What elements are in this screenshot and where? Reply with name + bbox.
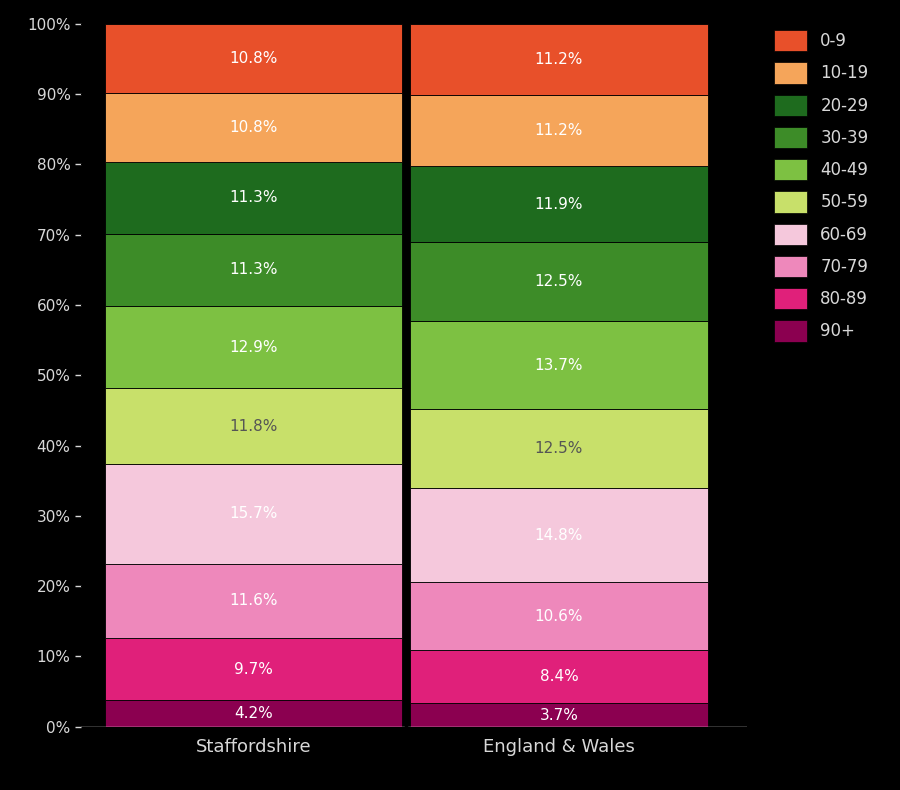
Text: 8.4%: 8.4% bbox=[540, 669, 579, 684]
Text: 3.7%: 3.7% bbox=[539, 708, 579, 723]
Bar bbox=[410, 24, 707, 95]
Bar bbox=[104, 700, 402, 727]
Bar bbox=[410, 166, 707, 242]
Bar bbox=[104, 162, 402, 234]
Text: 11.9%: 11.9% bbox=[535, 197, 583, 212]
Text: 12.5%: 12.5% bbox=[535, 274, 583, 289]
Text: 12.5%: 12.5% bbox=[535, 441, 583, 456]
Text: 13.7%: 13.7% bbox=[535, 358, 583, 373]
Bar bbox=[104, 638, 402, 700]
Bar bbox=[410, 408, 707, 488]
Text: 11.2%: 11.2% bbox=[535, 123, 583, 138]
Text: 11.3%: 11.3% bbox=[230, 262, 277, 277]
Bar bbox=[104, 389, 402, 464]
Text: 11.3%: 11.3% bbox=[230, 190, 277, 205]
Bar bbox=[104, 24, 402, 92]
Text: 12.9%: 12.9% bbox=[230, 340, 277, 355]
Bar bbox=[104, 92, 402, 162]
Bar bbox=[410, 242, 707, 322]
Text: 15.7%: 15.7% bbox=[230, 506, 277, 521]
Bar bbox=[104, 306, 402, 389]
Bar bbox=[104, 234, 402, 306]
Text: 10.8%: 10.8% bbox=[230, 51, 277, 66]
Text: 14.8%: 14.8% bbox=[535, 528, 583, 543]
Text: 4.2%: 4.2% bbox=[234, 706, 273, 721]
Bar bbox=[410, 703, 707, 727]
Bar bbox=[104, 464, 402, 564]
Text: 10.8%: 10.8% bbox=[230, 119, 277, 134]
Text: 11.2%: 11.2% bbox=[535, 52, 583, 67]
Bar bbox=[410, 488, 707, 582]
Legend: 0-9, 10-19, 20-29, 30-39, 40-49, 50-59, 60-69, 70-79, 80-89, 90+: 0-9, 10-19, 20-29, 30-39, 40-49, 50-59, … bbox=[769, 25, 873, 347]
Text: 11.6%: 11.6% bbox=[230, 593, 277, 608]
Text: 10.6%: 10.6% bbox=[535, 608, 583, 623]
Bar bbox=[410, 95, 707, 166]
Bar bbox=[410, 650, 707, 703]
Text: 11.8%: 11.8% bbox=[230, 419, 277, 434]
Bar bbox=[410, 582, 707, 650]
Text: 9.7%: 9.7% bbox=[234, 661, 273, 676]
Bar bbox=[104, 564, 402, 638]
Bar bbox=[410, 322, 707, 408]
